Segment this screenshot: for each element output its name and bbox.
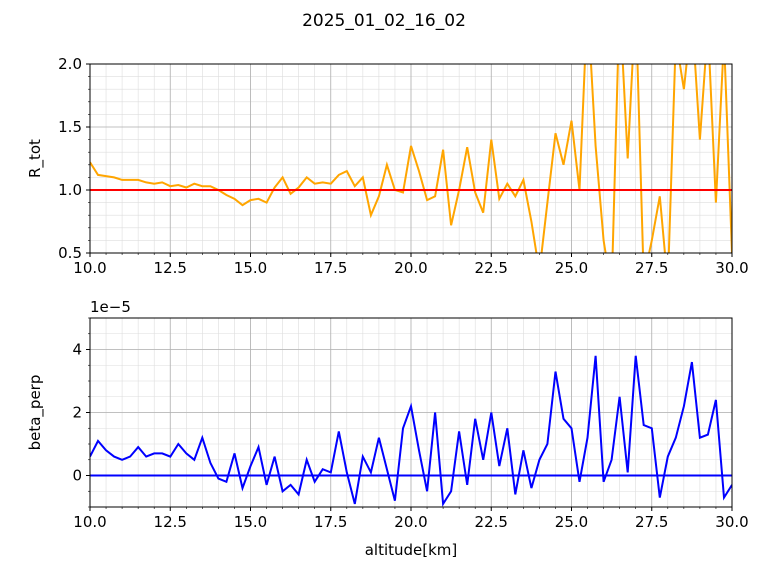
data-line <box>90 355 732 507</box>
figure-title: 2025_01_02_16_02 <box>302 11 466 31</box>
x-tick-label: 22.5 <box>475 513 508 531</box>
x-tick-label: 25.0 <box>555 513 588 531</box>
y-tick-label: 2 <box>72 404 82 422</box>
x-tick-label: 17.5 <box>314 513 347 531</box>
axes-frame <box>89 317 733 508</box>
axes-frame <box>89 63 733 254</box>
x-axis-label: altitude[km] <box>365 541 458 559</box>
axes: 10.0 12.5 15.0 17.5 20.0 22.5 25.0 27.5 30.0 0 2 4 b… <box>26 298 749 559</box>
axes: 10.0 12.5 15.0 17.5 20.0 22.5 25.0 27.5 30.0 0.5 1… <box>26 55 749 277</box>
y-tick-label: 1.0 <box>58 181 82 199</box>
y-tick-label: 0.5 <box>58 244 82 262</box>
x-tick-label: 27.5 <box>635 259 668 277</box>
data-line <box>90 64 732 253</box>
x-tick-label: 25.0 <box>555 259 588 277</box>
y-axis-label: beta_perp <box>26 375 45 451</box>
x-tick-label: 22.5 <box>475 259 508 277</box>
x-tick-label: 12.5 <box>154 513 187 531</box>
x-tick-label: 27.5 <box>635 513 668 531</box>
x-tick-label: 20.0 <box>394 513 427 531</box>
y-tick-label: 0 <box>72 467 82 485</box>
x-tick-label: 10.0 <box>73 259 106 277</box>
x-tick-label: 12.5 <box>154 259 187 277</box>
y-tick-label: 4 <box>72 341 82 359</box>
offset-text: 1e−5 <box>90 298 131 316</box>
x-tick-label: 10.0 <box>73 513 106 531</box>
x-tick-label: 30.0 <box>715 513 748 531</box>
y-tick-label: 1.5 <box>58 118 82 136</box>
x-tick-label: 15.0 <box>234 513 267 531</box>
x-tick-label: 15.0 <box>234 259 267 277</box>
x-tick-label: 30.0 <box>715 259 748 277</box>
y-axis-label: R_tot <box>26 139 45 178</box>
x-tick-label: 17.5 <box>314 259 347 277</box>
plot-area <box>90 64 732 253</box>
x-tick-label: 20.0 <box>394 259 427 277</box>
plot-area <box>90 355 732 507</box>
y-tick-label: 2.0 <box>58 55 82 73</box>
